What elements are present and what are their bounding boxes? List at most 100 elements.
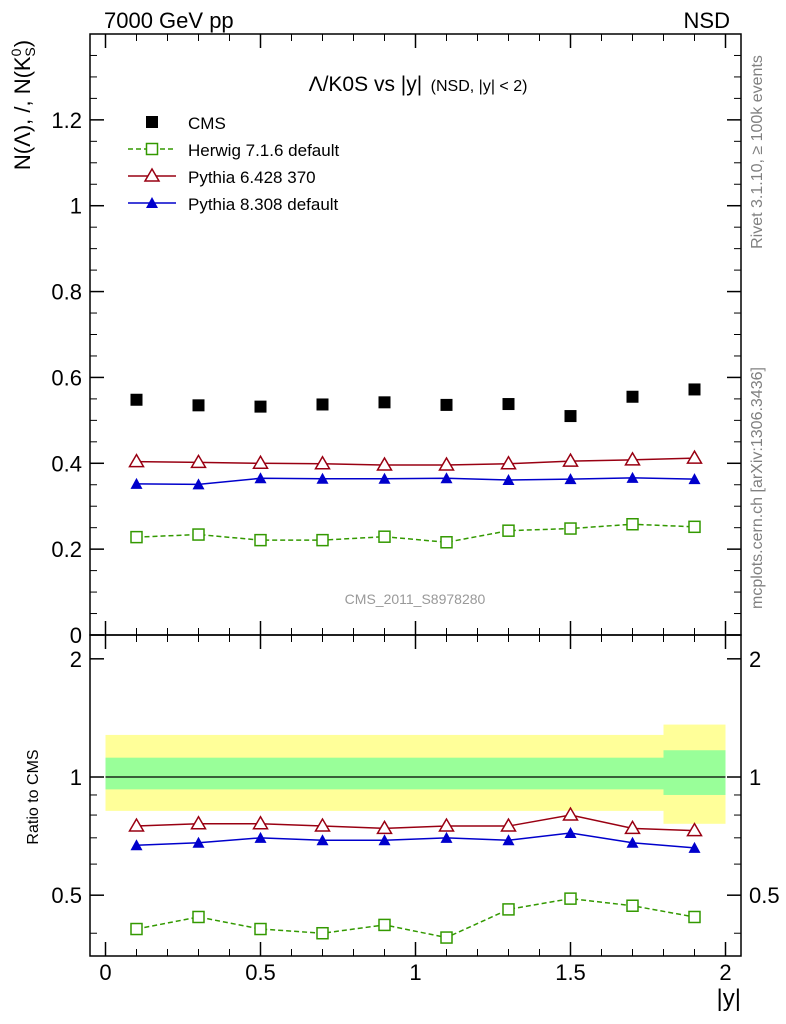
data-point-pythia8 — [626, 836, 639, 848]
series-pythia8 — [130, 471, 701, 490]
data-point-cms — [502, 398, 515, 411]
data-point-pythia8 — [440, 472, 453, 484]
legend-label: Herwig 7.1.6 default — [188, 141, 339, 160]
data-point-cms — [192, 399, 205, 412]
xtick-label: 1.5 — [555, 960, 586, 985]
data-point-pythia6 — [376, 456, 393, 471]
main-ylabel-a: N(Λ), /, N(K — [10, 56, 35, 170]
legend-item-pythia6: Pythia 6.428 370 — [128, 167, 316, 187]
series-herwig — [130, 517, 701, 549]
main-ylabel-b: ) — [10, 40, 35, 47]
data-point-herwig — [564, 522, 577, 535]
data-point-herwig — [502, 903, 515, 916]
data-point-pythia6 — [314, 455, 331, 470]
legend-marker — [145, 142, 159, 156]
data-point-pythia6 — [624, 451, 641, 466]
data-point-cms — [254, 400, 267, 413]
data-point-pythia8 — [316, 834, 329, 846]
rivet-label: Rivet 3.1.10, ≥ 100k events — [749, 55, 766, 249]
legend-item-pythia8: Pythia 8.308 default — [128, 195, 339, 214]
data-point-herwig — [130, 530, 143, 544]
legend-label: CMS — [188, 114, 226, 133]
data-point-pythia6 — [500, 817, 517, 832]
data-point-herwig — [440, 536, 453, 549]
data-point-pythia8 — [440, 831, 453, 843]
data-point-pythia8 — [502, 834, 515, 846]
legend-item-cms: CMS — [146, 114, 226, 133]
data-point-pythia8 — [192, 478, 205, 490]
data-point-pythia6 — [438, 456, 455, 471]
series-line-pythia8 — [136, 477, 695, 486]
ratio-panel: 0.5 0.5 1 1 2 2 0 0.5 1 1.5 2 Ratio to CMS |y| — [25, 634, 780, 1012]
data-point-cms — [440, 398, 453, 411]
series-line-pythia8 — [136, 832, 695, 849]
main-title: Λ/K0S vs |y| (NSD, |y| < 2) — [309, 73, 528, 96]
data-point-pythia6 — [562, 452, 579, 467]
data-point-pythia6 — [190, 453, 207, 469]
main-ytick-label: 1.2 — [51, 108, 82, 133]
series-pythia6 — [128, 449, 703, 471]
data-point-pythia8 — [254, 472, 267, 484]
data-point-cms — [378, 396, 391, 409]
data-point-pythia8 — [688, 473, 701, 485]
data-point-pythia6 — [686, 449, 703, 464]
x-axis-label: |y| — [717, 985, 741, 1012]
data-point-pythia6 — [314, 817, 331, 832]
uncertainty-band-inner — [105, 757, 664, 790]
data-point-pythia8 — [626, 471, 639, 483]
legend-marker — [146, 197, 158, 208]
data-point-pythia8 — [564, 827, 577, 839]
data-point-pythia6 — [686, 822, 703, 837]
data-point-pythia6 — [438, 817, 455, 832]
data-point-cms — [688, 383, 701, 396]
main-ylabel: N(Λ), /, N(K0S) — [8, 40, 38, 170]
uncertainty-band-inner — [663, 750, 726, 795]
legend-item-herwig: Herwig 7.1.6 default — [128, 141, 339, 160]
main-ylabel-sub: S — [22, 47, 38, 56]
data-point-pythia8 — [130, 839, 143, 851]
data-point-pythia8 — [254, 831, 267, 843]
data-point-pythia8 — [688, 841, 701, 853]
legend: CMS Herwig 7.1.6 default Pythia 6.428 370 P… — [128, 114, 339, 214]
main-ylabel-sup: 0 — [8, 48, 24, 56]
data-point-herwig — [316, 926, 329, 940]
main-ytick-label: 0.4 — [51, 451, 82, 476]
main-title-main: Λ/K0S vs |y| — [309, 73, 423, 96]
ratio-ytick-label: 1 — [70, 765, 82, 790]
data-point-herwig — [378, 530, 391, 543]
main-ytick-label: 0 — [70, 623, 82, 648]
series-line-herwig — [136, 897, 695, 939]
data-point-pythia6 — [128, 453, 145, 468]
series-cms — [130, 383, 701, 423]
legend-label: Pythia 6.428 370 — [188, 168, 316, 187]
header-left: 7000 GeV pp — [104, 8, 234, 33]
data-point-pythia8 — [378, 834, 391, 846]
data-point-cms — [564, 410, 577, 423]
xtick-label: 1 — [409, 960, 421, 985]
series-herwig — [130, 892, 701, 944]
series-line-pythia6 — [136, 457, 695, 466]
data-point-herwig — [440, 931, 453, 944]
header-right: NSD — [684, 8, 730, 33]
data-point-herwig — [626, 517, 639, 531]
data-point-pythia8 — [378, 472, 391, 484]
series-pythia6 — [128, 806, 703, 837]
data-point-cms — [316, 398, 329, 411]
data-point-pythia6 — [500, 455, 517, 470]
xtick-label: 0 — [99, 960, 111, 985]
data-point-herwig — [316, 533, 329, 547]
legend-label: Pythia 8.308 default — [188, 195, 339, 214]
data-point-herwig — [502, 524, 515, 537]
data-point-pythia8 — [564, 473, 577, 485]
series-pythia8 — [130, 827, 701, 853]
main-ytick-label: 0.6 — [51, 365, 82, 390]
main-title-sub: (NSD, |y| < 2) — [431, 78, 528, 95]
data-point-herwig — [564, 892, 577, 905]
mcplots-label: mcplots.cern.ch [arXiv:1306.3436] — [749, 367, 766, 609]
xtick-label: 0.5 — [245, 960, 276, 985]
data-point-cms — [130, 393, 143, 406]
data-point-herwig — [254, 922, 267, 936]
data-point-pythia6 — [252, 454, 269, 470]
data-point-pythia6 — [252, 815, 269, 830]
ratio-ylabel: Ratio to CMS — [25, 749, 42, 844]
